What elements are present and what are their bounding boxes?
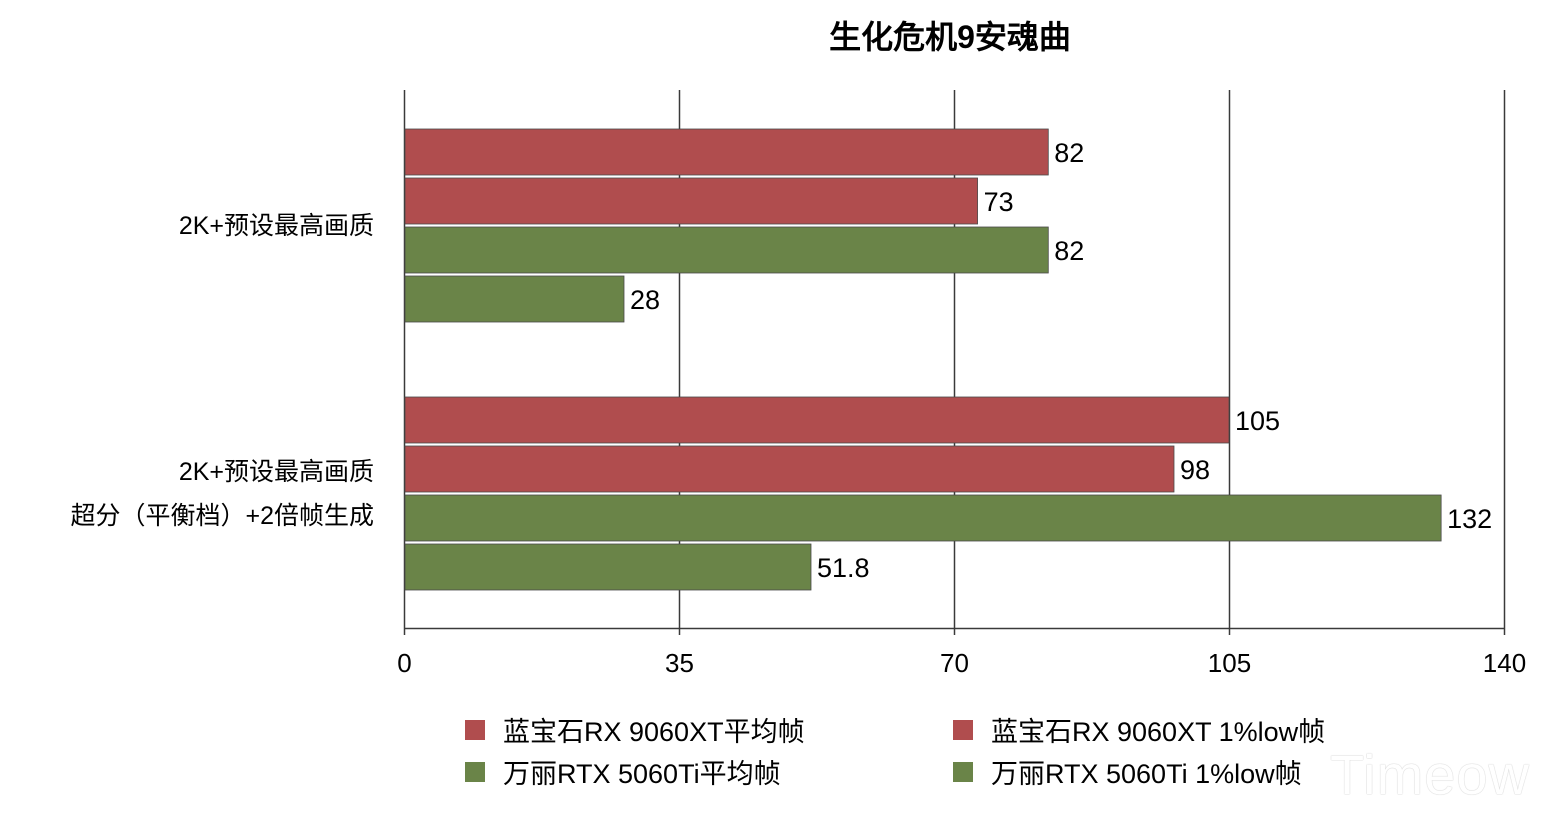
legend-swatch — [953, 761, 973, 782]
category-label-line: 2K+预设最高画质 — [178, 211, 374, 240]
legend-label: 蓝宝石RX 9060XT平均帧 — [503, 717, 805, 747]
legend-label: 蓝宝石RX 9060XT 1%low帧 — [991, 717, 1326, 747]
bar-1-3 — [404, 543, 812, 591]
data-label-0-1: 73 — [984, 187, 1014, 217]
data-label-1-2: 132 — [1447, 504, 1492, 534]
legend-label: 万丽RTX 5060Ti平均帧 — [503, 759, 781, 789]
legend-swatch — [465, 719, 485, 740]
data-label-1-1: 98 — [1180, 455, 1210, 485]
bar-1-2 — [404, 494, 1442, 542]
data-label-0-0: 82 — [1054, 138, 1084, 168]
legend-swatch — [953, 719, 973, 740]
bar-0-1 — [404, 177, 978, 225]
bar-0-0 — [404, 128, 1049, 176]
bar-1-1 — [404, 445, 1175, 493]
legend-swatch — [465, 761, 485, 782]
bar-1-0 — [404, 396, 1230, 444]
category-label-1: 2K+预设最高画质超分（平衡档）+2倍帧生成 — [70, 450, 374, 538]
legend-label: 万丽RTX 5060Ti 1%low帧 — [991, 759, 1302, 789]
data-label-0-2: 82 — [1054, 236, 1084, 266]
legend-item-0: 蓝宝石RX 9060XT平均帧 — [465, 710, 805, 749]
category-label-0: 2K+预设最高画质 — [179, 204, 374, 248]
x-tick-label-3: 105 — [1208, 648, 1251, 678]
category-label-line: 超分（平衡档）+2倍帧生成 — [70, 501, 374, 530]
watermark: Timeow — [1330, 743, 1530, 806]
legend-item-2: 万丽RTX 5060Ti平均帧 — [465, 752, 781, 791]
x-tick-label-2: 70 — [940, 648, 969, 678]
category-label-line: 2K+预设最高画质 — [178, 457, 374, 486]
legend-item-1: 蓝宝石RX 9060XT 1%low帧 — [953, 710, 1325, 749]
data-label-1-0: 105 — [1235, 406, 1280, 436]
x-tick-label-0: 0 — [397, 648, 411, 678]
data-label-1-3: 51.8 — [817, 553, 870, 583]
bar-0-2 — [404, 226, 1049, 274]
x-tick-label-4: 140 — [1483, 648, 1526, 678]
chart-title: 生化危机9安魂曲 — [829, 19, 1071, 55]
legend-item-3: 万丽RTX 5060Ti 1%low帧 — [953, 752, 1302, 791]
bar-0-3 — [404, 275, 625, 323]
x-tick-label-1: 35 — [665, 648, 694, 678]
data-label-0-3: 28 — [630, 285, 660, 315]
